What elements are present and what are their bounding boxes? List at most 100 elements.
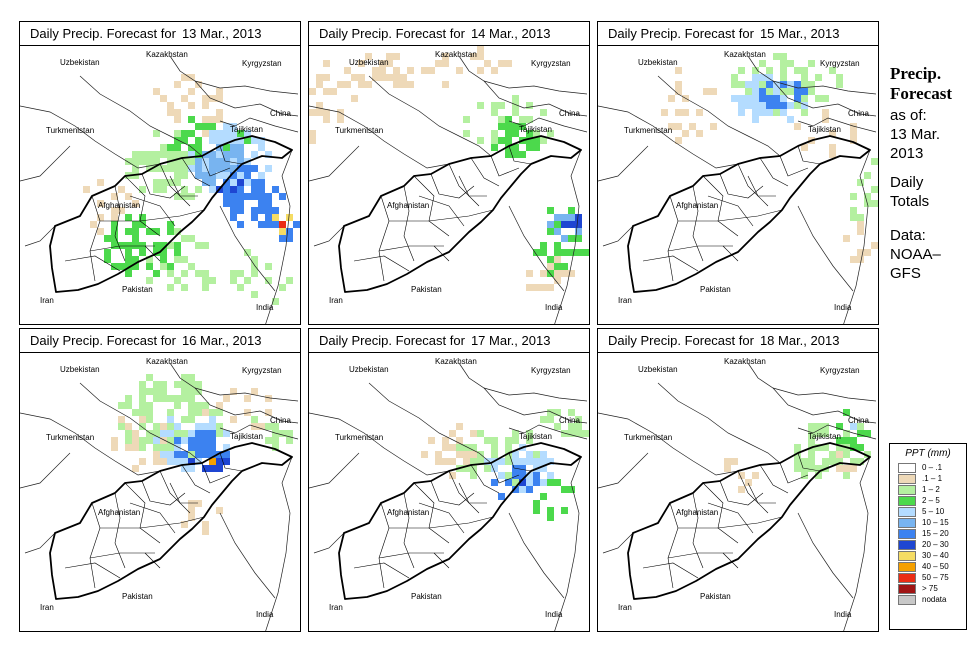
precip-cell	[251, 416, 258, 423]
precip-cell	[675, 88, 682, 95]
precip-cell	[188, 416, 195, 423]
precip-cell	[272, 186, 279, 193]
precip-cell	[181, 388, 188, 395]
precip-cell	[780, 67, 787, 74]
country-border	[797, 424, 877, 440]
precip-cell	[125, 256, 132, 263]
province-border	[114, 185, 126, 262]
precip-cell	[223, 458, 230, 465]
side-title: Precip. Forecast	[890, 64, 952, 103]
precip-cell	[365, 81, 372, 88]
legend-swatch	[898, 594, 916, 605]
precip-cell	[244, 165, 251, 172]
precip-cell	[561, 507, 568, 514]
precip-cell	[167, 242, 174, 249]
province-border	[219, 452, 243, 472]
precip-cell	[258, 221, 265, 228]
precip-cell	[850, 256, 857, 263]
precip-cell	[202, 116, 209, 123]
precip-cell	[407, 67, 414, 74]
precip-cell	[181, 95, 188, 102]
country-border	[747, 362, 877, 402]
precip-cell	[675, 67, 682, 74]
precip-cell	[575, 416, 582, 423]
province-border	[642, 562, 699, 579]
panel-title: Daily Precip. Forecast for 14 Mar., 2013	[309, 22, 589, 46]
precip-cell	[146, 402, 153, 409]
precip-cell	[265, 151, 272, 158]
precip-cell	[139, 416, 146, 423]
precip-cell	[146, 165, 153, 172]
province-border	[430, 480, 475, 506]
precip-cell	[752, 74, 759, 81]
precip-cell	[174, 381, 181, 388]
precip-cell	[111, 214, 118, 221]
precip-cell	[526, 472, 533, 479]
country-border	[265, 456, 293, 631]
map-svg: Uzbekistan Kazakhstan Kyrgyzstan Turkmenist…	[20, 50, 300, 324]
precip-cell	[568, 214, 575, 221]
province-border	[722, 245, 739, 262]
province-border	[458, 175, 487, 197]
precip-cell	[160, 242, 167, 249]
map-label-afghanistan: Afghanistan	[676, 508, 718, 517]
precip-cell	[554, 242, 561, 249]
precip-cell	[132, 221, 139, 228]
precip-cell	[237, 172, 244, 179]
precip-cell	[181, 235, 188, 242]
precip-cell	[843, 235, 850, 242]
province-border	[702, 482, 739, 544]
precip-cell	[463, 465, 470, 472]
precip-cell	[202, 165, 209, 172]
precip-cell	[794, 458, 801, 465]
precip-cell	[251, 207, 258, 214]
precip-cell	[344, 81, 351, 88]
precip-cell	[202, 409, 209, 416]
precip-cell	[526, 284, 533, 291]
precip-cell	[498, 102, 505, 109]
precip-cell	[533, 249, 540, 256]
forecast-panel-mar17: Daily Precip. Forecast for 17 Mar., 2013 …	[308, 328, 590, 632]
precip-cell	[153, 186, 160, 193]
country-border	[309, 145, 360, 182]
precip-cell	[682, 130, 689, 137]
precip-cell	[752, 472, 759, 479]
precip-cell	[195, 381, 202, 388]
precip-cell	[526, 458, 533, 465]
precip-cell	[181, 395, 188, 402]
precip-cell	[111, 193, 118, 200]
precip-cell	[265, 221, 272, 228]
precip-cell	[822, 444, 829, 451]
map-label-tajikistan: Tajikistan	[808, 432, 841, 441]
precip-cell	[561, 235, 568, 242]
precip-cell	[286, 214, 293, 221]
province-border	[169, 482, 198, 504]
precip-cell	[230, 270, 237, 277]
precip-cell	[689, 123, 696, 130]
precip-cell	[738, 67, 745, 74]
precip-cell	[181, 165, 188, 172]
precip-cell	[512, 109, 519, 116]
precip-cell	[801, 95, 808, 102]
precip-cell	[174, 444, 181, 451]
precip-cell	[216, 95, 223, 102]
precip-cell	[286, 235, 293, 242]
province-border	[114, 492, 126, 569]
precip-cell	[470, 458, 477, 465]
precip-cell	[526, 270, 533, 277]
precip-cell	[265, 263, 272, 270]
province-border	[389, 516, 494, 529]
legend-row: .1 – 1	[898, 473, 966, 484]
precip-cell	[512, 451, 519, 458]
precip-map: Uzbekistan Kazakhstan Kyrgyzstan Turkmenist…	[20, 46, 300, 324]
precip-cell	[386, 74, 393, 81]
precip-map: Uzbekistan Kazakhstan Kyrgyzstan Turkmenist…	[309, 46, 589, 324]
precip-cell	[491, 465, 498, 472]
precip-cell	[279, 284, 286, 291]
precip-cell	[316, 109, 323, 116]
precip-cell	[533, 472, 540, 479]
province-border	[458, 482, 487, 504]
precip-cell	[153, 444, 160, 451]
precip-cell	[125, 263, 132, 270]
precip-cell	[766, 95, 773, 102]
